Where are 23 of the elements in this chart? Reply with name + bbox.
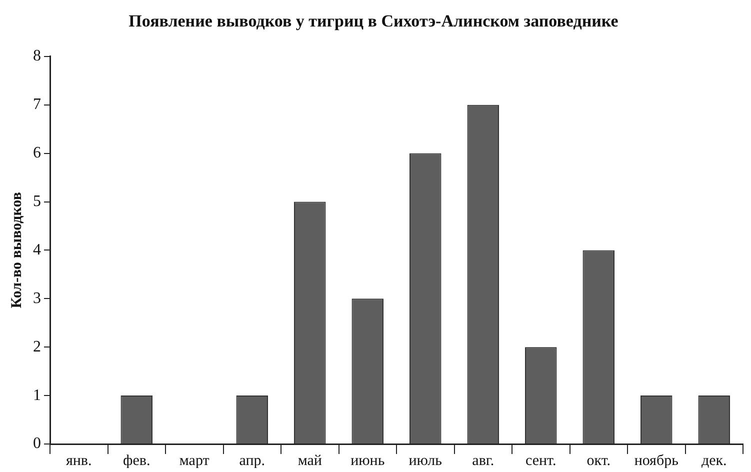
- x-tick-label: апр.: [239, 452, 265, 469]
- x-tick-label: июнь: [350, 452, 385, 469]
- x-tick-label: окт.: [586, 452, 611, 469]
- x-tick-label: янв.: [66, 452, 92, 469]
- x-tick-label: дек.: [701, 452, 727, 469]
- y-tick-label: 6: [33, 144, 41, 162]
- y-tick-label: 5: [33, 192, 41, 210]
- y-tick-label: 1: [33, 386, 41, 404]
- x-tick-label: авг.: [472, 452, 494, 469]
- chart-title: Появление выводков у тигриц в Сихотэ-Алинском заповеднике: [128, 12, 619, 31]
- y-tick-label: 3: [33, 290, 41, 307]
- x-tick-label: сент.: [526, 452, 556, 469]
- y-tick-label: 2: [33, 338, 41, 356]
- x-tick-label: фев.: [123, 452, 150, 469]
- x-tick-label: май: [298, 452, 322, 469]
- y-axis-title: Кол-во выводков: [8, 192, 25, 308]
- x-tick-label: ноябрь: [634, 452, 679, 469]
- y-tick-label: 8: [33, 48, 41, 65]
- x-tick-label: июль: [408, 452, 442, 469]
- x-tick-label: март: [179, 452, 210, 469]
- y-tick-label: 7: [33, 96, 41, 114]
- y-tick-label: 0: [33, 435, 41, 452]
- y-tick-label: 4: [33, 241, 41, 258]
